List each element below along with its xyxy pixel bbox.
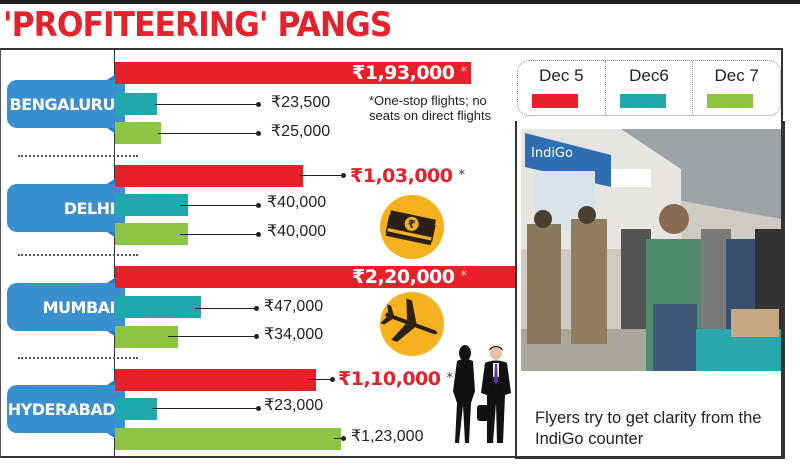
value-text: ₹1,93,000: [352, 62, 455, 84]
leader-line: [168, 334, 259, 339]
divider: [18, 155, 138, 157]
bar-hyderabad-dec6: [115, 398, 157, 420]
divider: [18, 254, 138, 256]
asterisk: *: [446, 371, 453, 386]
value-text: ₹2,20,000: [352, 266, 455, 288]
airport-crowd-photo: IndiGo: [521, 129, 781, 371]
top-rule: [0, 0, 800, 4]
legend-item-dec5: Dec 5: [518, 61, 605, 115]
legend-label: Dec6: [629, 66, 669, 85]
bar-bengaluru-dec6: [115, 93, 157, 115]
bar-delhi-dec7: [115, 223, 188, 245]
value-text: ₹1,03,000: [350, 165, 453, 187]
legend-swatch-green: [707, 94, 754, 108]
travelers-icon: [445, 343, 515, 448]
leader-line: [155, 102, 261, 107]
bar-mumbai-dec7: [115, 326, 178, 348]
leader-line: [180, 203, 261, 208]
chart-frame: [0, 48, 783, 458]
rupee-money-icon: ₹: [380, 195, 444, 259]
news-photo: IndiGo: [521, 129, 781, 371]
leader-line: [158, 131, 261, 136]
city-label-hyderabad: HYDERABAD: [7, 373, 125, 445]
value-bengaluru-dec7: ₹25,000: [271, 123, 331, 140]
photo-frame: [515, 121, 785, 459]
bar-delhi-dec6: [115, 194, 188, 216]
leader-line: [308, 377, 335, 382]
asterisk: *: [460, 269, 467, 284]
svg-text:₹: ₹: [406, 217, 417, 231]
page-title: 'PROFITEERING' PANGS: [3, 5, 392, 45]
asterisk: *: [460, 65, 467, 80]
value-bengaluru-dec5: ₹1,93,000 *: [352, 62, 467, 84]
bar-mumbai-dec5: [115, 266, 515, 288]
asterisk: *: [458, 168, 465, 183]
bar-bengaluru-dec7: [115, 122, 161, 144]
legend-label: Dec 7: [714, 66, 759, 85]
leader-line: [152, 406, 261, 411]
value-hyderabad-dec5: ₹1,10,000 *: [338, 368, 453, 390]
value-hyderabad-dec7: ₹1,23,000: [351, 428, 424, 445]
footnote: *One-stop flights; no seats on direct fl…: [369, 93, 492, 123]
photo-caption: Flyers try to get clarity from the IndiG…: [535, 409, 762, 448]
travelers-glyph: [453, 345, 511, 443]
legend-swatch-red: [532, 94, 578, 108]
bar-mumbai-dec6: [115, 296, 201, 318]
legend-swatch-teal: [619, 94, 666, 108]
leader-line: [300, 173, 346, 178]
divider: [18, 357, 138, 359]
chart-legend: Dec 5 Dec6 Dec 7: [517, 60, 781, 116]
leader-line: [180, 232, 261, 237]
value-mumbai-dec7: ₹34,000: [264, 326, 324, 343]
value-mumbai-dec5: ₹2,20,000 *: [352, 266, 467, 288]
indigo-sign: IndiGo: [531, 146, 573, 161]
value-hyderabad-dec6: ₹23,000: [264, 397, 324, 414]
city-label-bengaluru: BENGALURU: [7, 68, 125, 140]
leader-line: [195, 306, 259, 311]
value-delhi-dec7: ₹40,000: [267, 223, 327, 240]
rupee-money-glyph: ₹: [385, 210, 437, 246]
legend-item-dec6: Dec6: [604, 61, 693, 115]
legend-item-dec7: Dec 7: [692, 61, 780, 115]
city-label-delhi: DELHI: [7, 172, 125, 244]
bar-hyderabad-dec5: [115, 369, 316, 391]
value-delhi-dec5: ₹1,03,000 *: [350, 165, 465, 187]
value-delhi-dec6: ₹40,000: [267, 194, 327, 211]
bar-delhi-dec5: [115, 165, 303, 187]
value-text: ₹1,10,000: [338, 368, 441, 390]
value-bengaluru-dec6: ₹23,500: [271, 94, 331, 111]
bar-bengaluru-dec5: [115, 62, 471, 84]
bar-hyderabad-dec7: [115, 428, 341, 450]
value-mumbai-dec6: ₹47,000: [264, 298, 324, 315]
legend-label: Dec 5: [539, 66, 584, 85]
chart-axis: [114, 50, 115, 456]
city-label-mumbai: MUMBAI: [7, 271, 125, 343]
airplane-icon: [380, 292, 444, 356]
airplane-glyph: [380, 298, 438, 342]
leader-line: [334, 436, 346, 441]
